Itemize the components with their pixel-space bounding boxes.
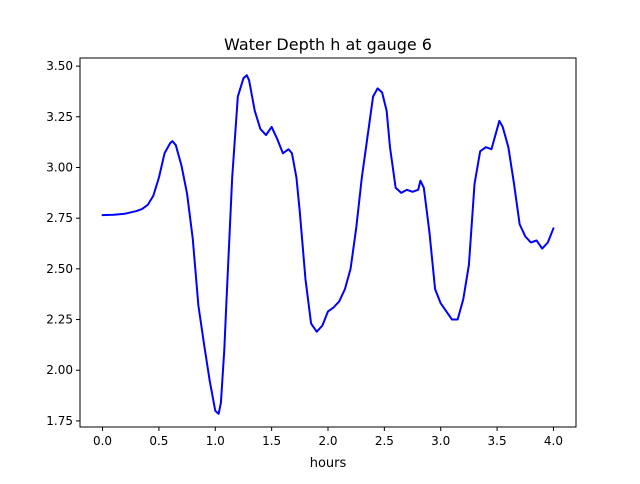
x-tick-label: 0.0 [93, 434, 112, 448]
y-tick-label: 3.25 [46, 110, 73, 124]
series-line [101, 74, 555, 415]
x-tick-label: 2.0 [318, 434, 337, 448]
y-axis: 1.75 2.00 2.25 2.50 2.75 3.00 3.25 3.50 [46, 59, 80, 428]
x-tick-label: 2.5 [375, 434, 394, 448]
y-tick-label: 2.00 [46, 363, 73, 377]
chart-title: Water Depth h at gauge 6 [224, 35, 432, 54]
x-tick-label: 1.5 [262, 434, 281, 448]
y-tick-label: 2.25 [46, 313, 73, 327]
y-tick-label: 2.50 [46, 262, 73, 276]
x-tick-label: 3.5 [488, 434, 507, 448]
y-tick-label: 3.00 [46, 160, 73, 174]
y-tick-label: 1.75 [46, 414, 73, 428]
x-tick-label: 1.0 [206, 434, 225, 448]
x-axis-label: hours [310, 456, 347, 471]
y-tick-label: 2.75 [46, 211, 73, 225]
x-axis: 0.0 0.5 1.0 1.5 2.0 2.5 3.0 3.5 4.0 [93, 427, 563, 448]
x-tick-label: 0.5 [149, 434, 168, 448]
y-tick-label: 3.50 [46, 59, 73, 73]
x-tick-label: 3.0 [431, 434, 450, 448]
x-tick-label: 4.0 [544, 434, 563, 448]
